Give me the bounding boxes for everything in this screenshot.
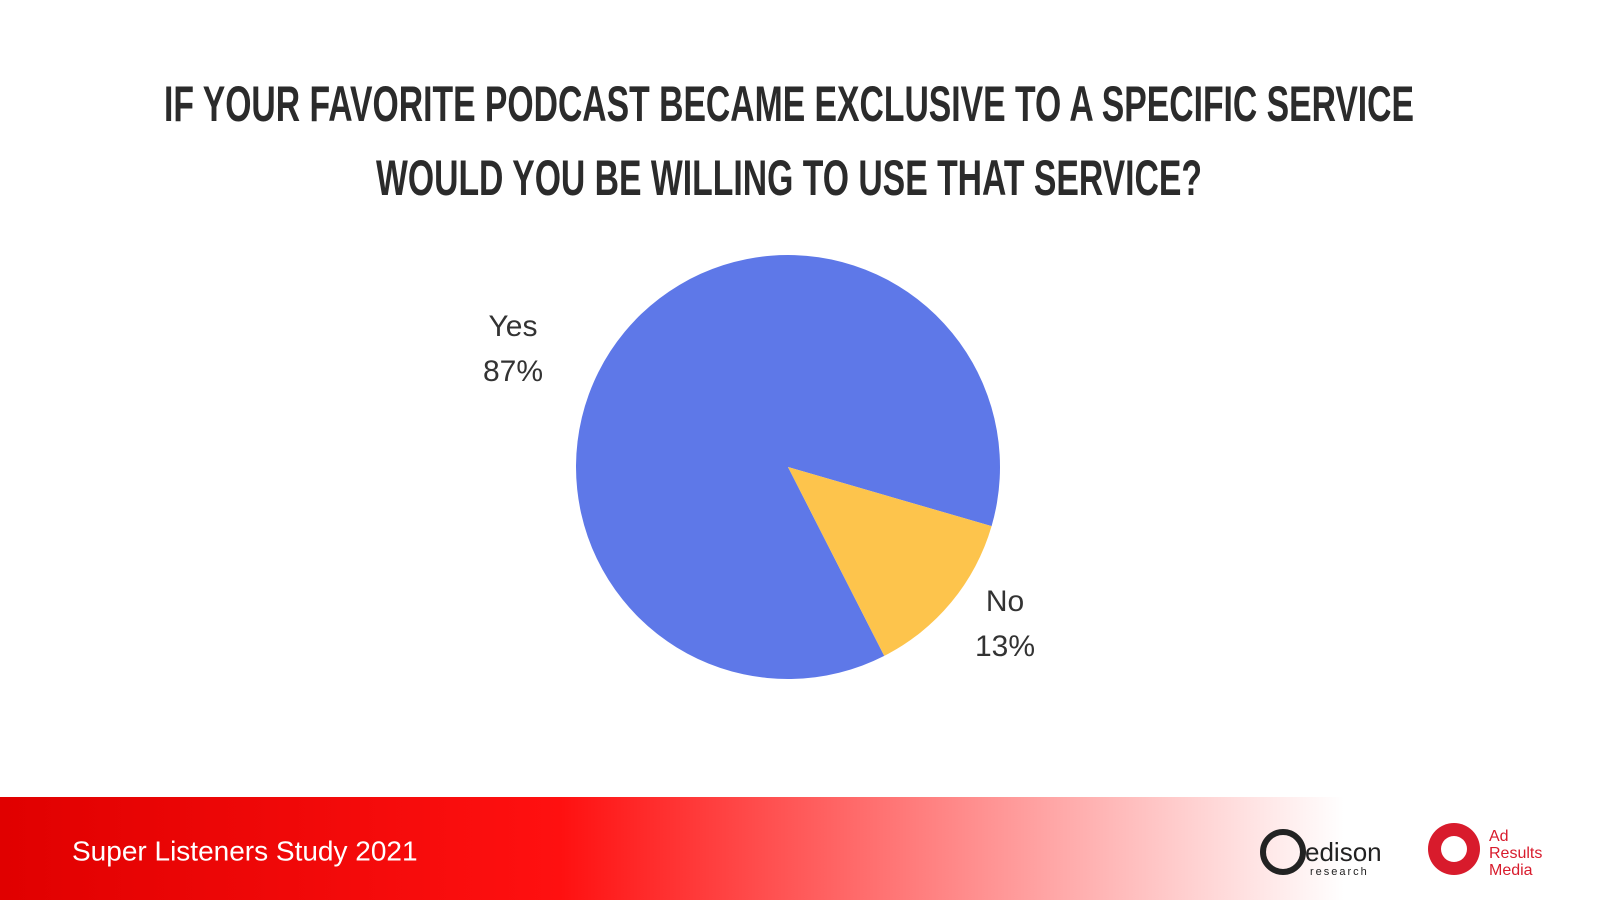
logo-text: edison <box>1305 837 1382 867</box>
value-label: 87% <box>483 355 543 388</box>
logo-text: Media <box>1489 862 1533 879</box>
value-label: 13% <box>975 630 1035 663</box>
category-label: Yes <box>489 310 538 343</box>
title-line: WOULD YOU BE WILLING TO USE THAT SERVICE… <box>376 150 1202 206</box>
pie-slice <box>576 254 1001 679</box>
arm-icon <box>1441 836 1467 862</box>
edison-icon <box>1260 829 1306 875</box>
edison-logo: edison research <box>1260 829 1382 878</box>
logo-text: Ad <box>1489 828 1509 845</box>
footer-band <box>0 797 1600 900</box>
logo-text: research <box>1310 866 1369 878</box>
logo-text: Results <box>1489 845 1542 862</box>
category-label: No <box>986 585 1024 618</box>
footer-text: Super Listeners Study 2021 <box>72 835 418 866</box>
arm-logo: Ad Results Media <box>1428 823 1542 879</box>
pie: Yes 87% No 13% <box>483 254 1035 679</box>
pie-slice <box>788 467 992 656</box>
title-line: IF YOUR FAVORITE PODCAST BECAME EXCLUSIV… <box>164 76 1414 132</box>
